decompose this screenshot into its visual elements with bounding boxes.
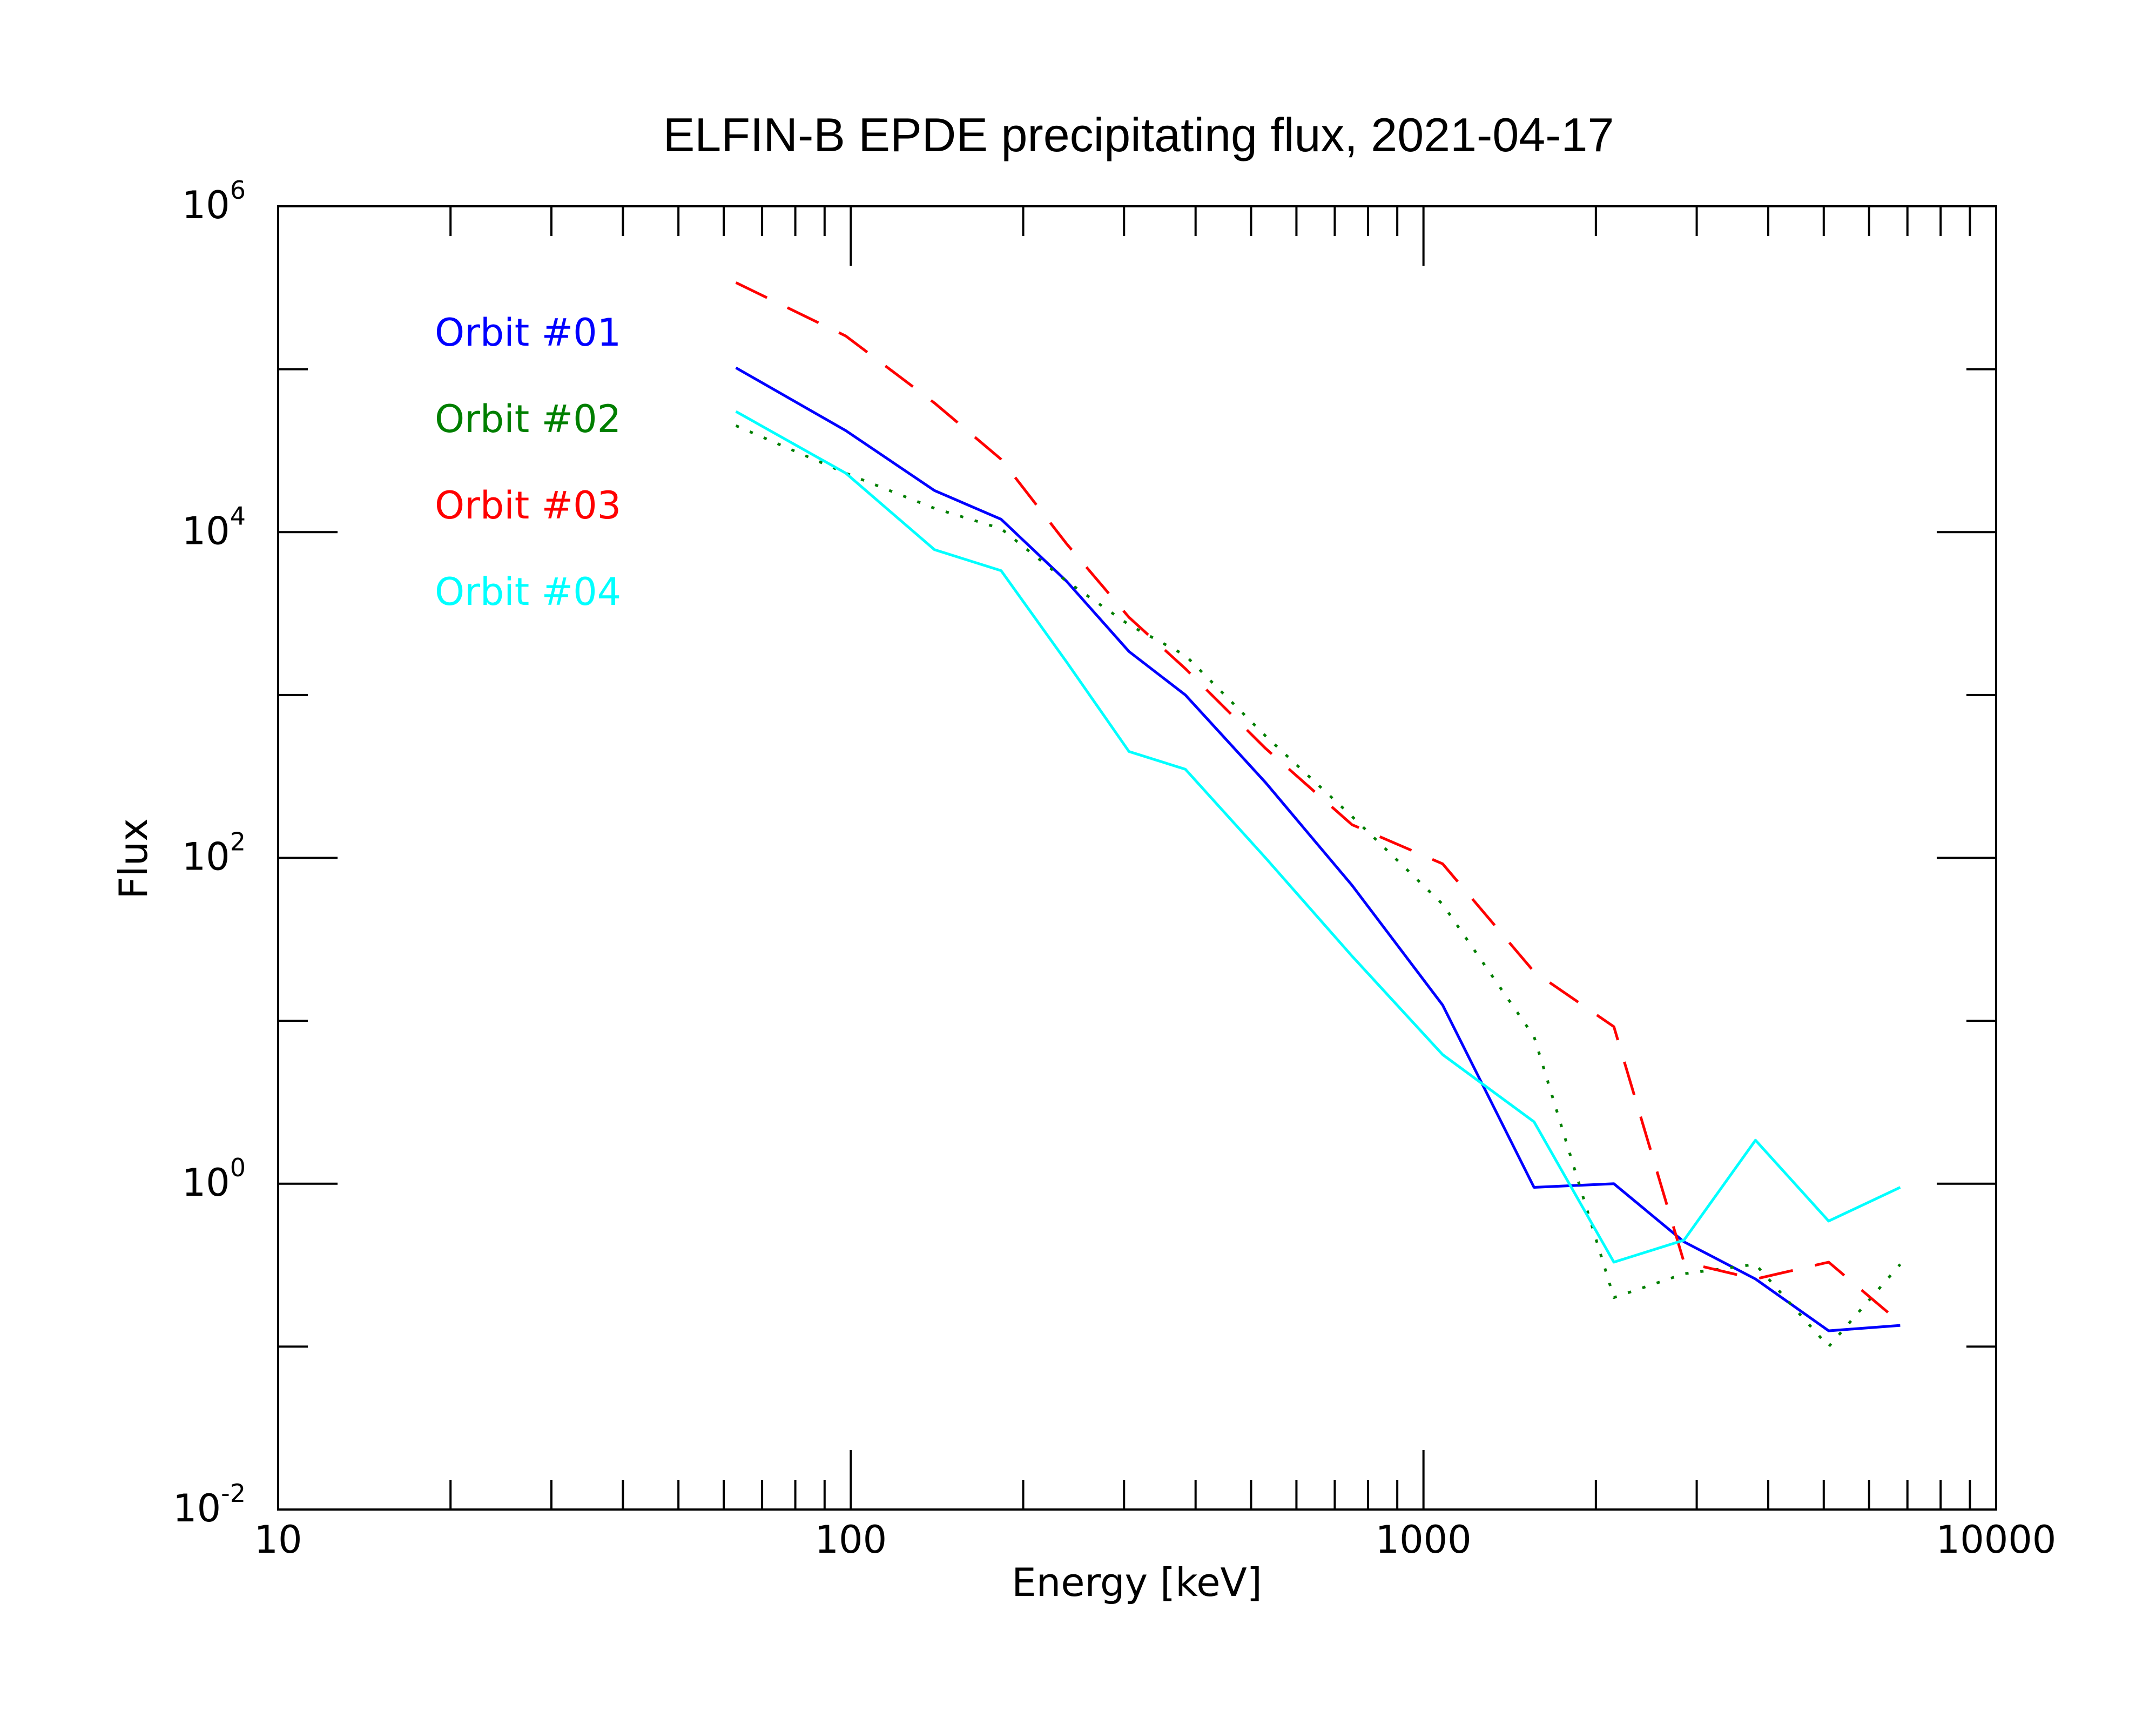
legend-entry-orbit-4: Orbit #04 [435, 570, 621, 614]
y-tick-label: 102 [182, 827, 246, 879]
axis-ticks [278, 206, 1996, 1510]
series-line-orbit-1 [735, 366, 1901, 1332]
y-tick-label: 106 [182, 176, 246, 227]
legend-entry-orbit-2: Orbit #02 [435, 397, 621, 441]
y-tick-label: 100 [182, 1153, 246, 1205]
x-tick-label: 1000 [1376, 1518, 1472, 1562]
y-axis-label: Flux [111, 818, 156, 899]
y-tick-label: 104 [182, 501, 246, 553]
legend: Orbit #01 Orbit #02 Orbit #03 Orbit #04 [435, 311, 621, 614]
series-line-orbit-2 [735, 424, 1902, 1348]
legend-entry-orbit-1: Orbit #01 [435, 311, 621, 355]
x-tick-label: 10000 [1936, 1518, 2057, 1562]
y-tick-labels: 10-2 100 102 104 106 [173, 176, 246, 1531]
y-tick-label: 10-2 [173, 1479, 246, 1531]
series-line-orbit-4 [735, 410, 1901, 1264]
x-tick-label: 100 [815, 1518, 887, 1562]
chart-title: ELFIN-B EPDE precipitating flux, 2021-04… [663, 108, 1614, 161]
plot-frame [277, 205, 1997, 1511]
series-layer [735, 281, 1902, 1348]
x-tick-labels: 10 100 1000 10000 [254, 1518, 2056, 1562]
x-tick-label: 10 [254, 1518, 302, 1562]
x-axis-label: Energy [keV] [1012, 1560, 1262, 1605]
legend-entry-orbit-3: Orbit #03 [435, 483, 621, 528]
series-line-orbit-3 [735, 281, 1902, 1324]
